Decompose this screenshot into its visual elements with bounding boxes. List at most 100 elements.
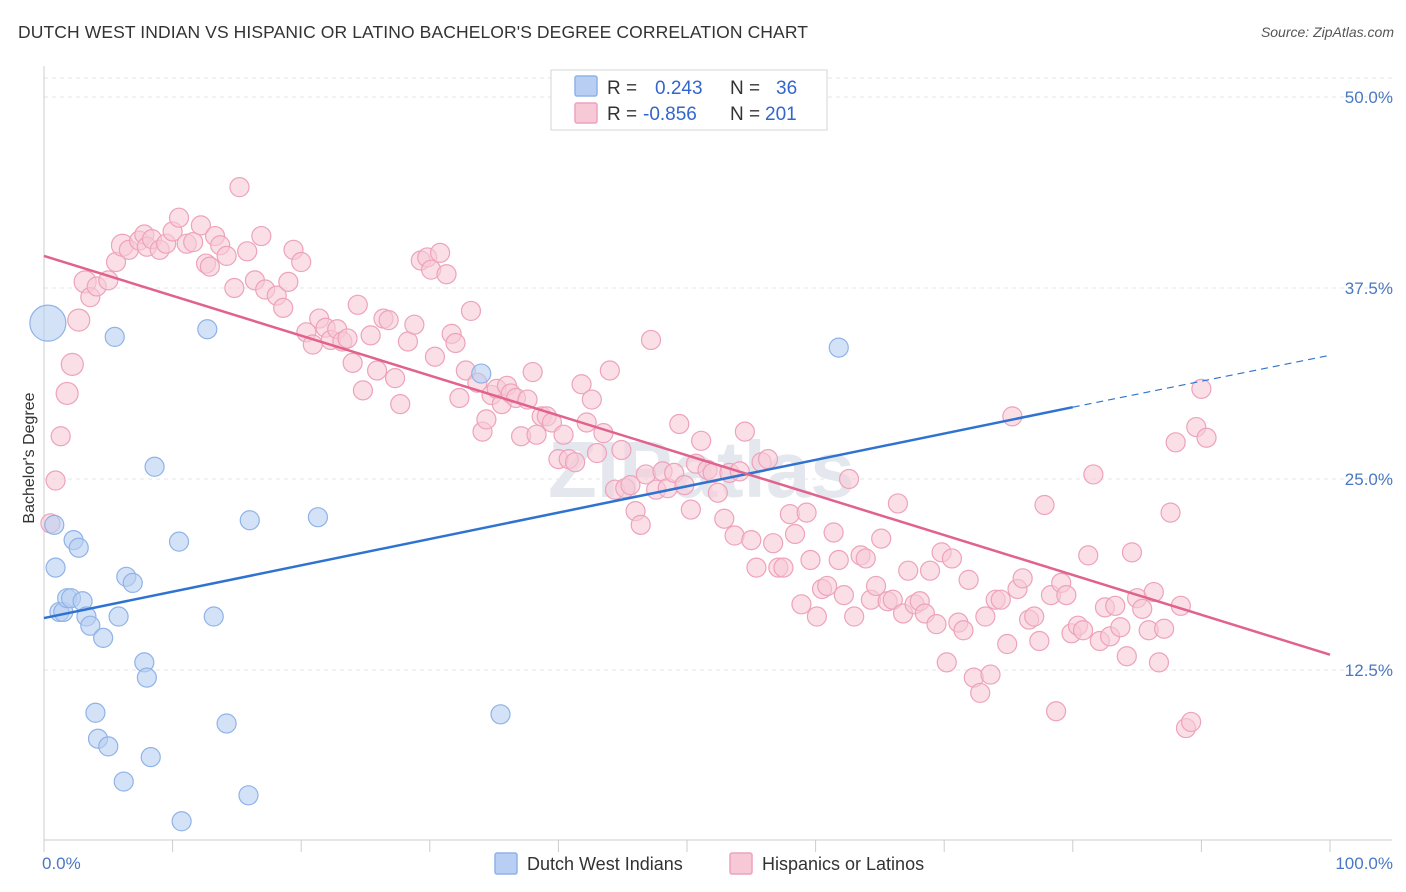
dutch-point-16: [104, 326, 125, 347]
bottom-legend-swatch-pink: [729, 852, 753, 875]
hispanic-point-154: [919, 560, 941, 581]
hispanic-point-95: [599, 360, 620, 381]
hispanic-point-125: [763, 533, 784, 554]
hispanic-point-87: [553, 424, 574, 445]
hispanic-point-39: [291, 251, 312, 273]
hispanic-point-66: [445, 332, 466, 354]
hispanic-point-175: [1034, 494, 1055, 516]
hispanic-point-23: [190, 215, 211, 236]
dutch-point-17: [108, 606, 129, 627]
hispanic-point-140: [844, 606, 865, 627]
legend-r-value-2: -0.856: [643, 104, 697, 125]
hispanic-point-139: [838, 468, 860, 490]
hispanic-point-48: [342, 352, 363, 373]
legend-n-label-1: N =: [730, 78, 760, 99]
hispanic-point-47: [337, 328, 358, 349]
legend-r-label-2: R =: [607, 104, 637, 125]
hispanic-point-112: [691, 430, 712, 451]
hispanic-point-174: [1029, 630, 1050, 652]
hispanic-point-145: [871, 528, 892, 549]
legend-r-label-1: R =: [607, 78, 637, 99]
hispanic-point-132: [800, 549, 821, 571]
hispanic-point-177: [1045, 701, 1067, 722]
hispanic-point-3: [55, 381, 79, 406]
hispanic-point-163: [970, 682, 991, 704]
hispanic-point-92: [581, 389, 602, 410]
y-tick-label-3: 50.0%: [1345, 88, 1393, 107]
legend-n-value-2: 201: [765, 104, 797, 125]
hispanic-point-50: [352, 380, 374, 401]
hispanic-point-57: [397, 331, 419, 352]
correlation-legend: R = 0.243 N = 36 R = -0.856 N = 201: [550, 69, 828, 131]
hispanic-point-138: [833, 585, 854, 606]
hispanic-point-36: [273, 297, 294, 318]
hispanic-point-196: [1148, 652, 1170, 673]
trend-line-dutch-extension: [1072, 354, 1331, 408]
hispanic-point-197: [1154, 618, 1175, 639]
legend-n-label-2: N =: [730, 104, 760, 125]
hispanic-point-150: [898, 560, 919, 581]
hispanic-point-89: [565, 452, 586, 473]
hispanic-point-189: [1110, 617, 1131, 638]
hispanic-point-58: [404, 314, 425, 335]
hispanic-point-195: [1143, 581, 1164, 603]
dutch-point-22: [136, 667, 157, 688]
hispanic-point-122: [746, 557, 767, 578]
hispanic-point-115: [707, 482, 728, 503]
hispanic-point-101: [630, 514, 651, 535]
hispanic-point-31: [237, 241, 258, 262]
axes: [43, 66, 1392, 852]
hispanic-point-131: [796, 502, 817, 523]
hispanic-point-2: [50, 426, 71, 447]
hispanic-point-25: [199, 256, 220, 277]
hispanic-point-28: [216, 245, 237, 267]
legend-n-value-1: 36: [776, 78, 797, 99]
hispanic-point-55: [384, 368, 406, 389]
y-tick-label-2: 37.5%: [1345, 279, 1393, 298]
hispanic-point-37: [278, 271, 299, 292]
hispanic-point-135: [817, 575, 838, 597]
hispanic-point-81: [522, 361, 543, 383]
hispanic-point-56: [390, 394, 411, 415]
dutch-point-0: [29, 304, 67, 342]
x-tick-label-start: 0.0%: [42, 854, 81, 873]
hispanic-point-82: [526, 424, 547, 445]
hispanic-point-161: [958, 569, 979, 590]
hispanic-point-33: [251, 225, 272, 247]
dutch-point-27: [197, 319, 218, 340]
hispanic-point-202: [1181, 711, 1202, 733]
hispanic-point-147: [882, 589, 903, 610]
dutch-point-8: [68, 537, 89, 558]
hispanic-point-127: [773, 557, 794, 578]
hispanic-point-130: [791, 594, 812, 615]
hispanic-point-5: [67, 308, 91, 332]
hispanic-point-49: [347, 294, 368, 315]
series-legend: Dutch West Indians Hispanics or Latinos: [494, 852, 924, 875]
hispanic-point-191: [1121, 542, 1143, 563]
dutch-point-33: [471, 363, 492, 384]
dutch-point-15: [98, 736, 119, 757]
tick-labels: 12.5% 25.0% 37.5% 50.0% 0.0% 100.0%: [42, 88, 1393, 873]
hispanic-point-179: [1056, 585, 1077, 606]
hispanic-point-64: [436, 264, 457, 285]
y-axis-label: Bachelor's Degree: [21, 392, 38, 523]
hispanic-point-169: [1002, 406, 1023, 427]
hispanic-point-190: [1116, 646, 1137, 667]
legend-r-value-1: 0.243: [655, 78, 703, 99]
dutch-point-20: [122, 572, 143, 594]
hispanic-point-22: [183, 232, 204, 253]
hispanic-point-128: [779, 504, 800, 525]
bottom-legend-label-dutch: Dutch West Indians: [527, 854, 683, 874]
hispanic-point-20: [168, 207, 190, 228]
dutch-point-28: [203, 606, 224, 627]
hispanic-point-63: [429, 242, 451, 263]
dutch-point-11: [80, 615, 101, 636]
hispanic-point-110: [680, 499, 701, 520]
hispanic-point-133: [806, 606, 827, 627]
hispanic-point-205: [1196, 427, 1217, 448]
chart-source: Source: ZipAtlas.com: [1260, 24, 1394, 40]
trend-lines: [43, 254, 1331, 656]
y-tick-label-1: 25.0%: [1345, 470, 1393, 489]
hispanic-point-124: [757, 449, 779, 470]
